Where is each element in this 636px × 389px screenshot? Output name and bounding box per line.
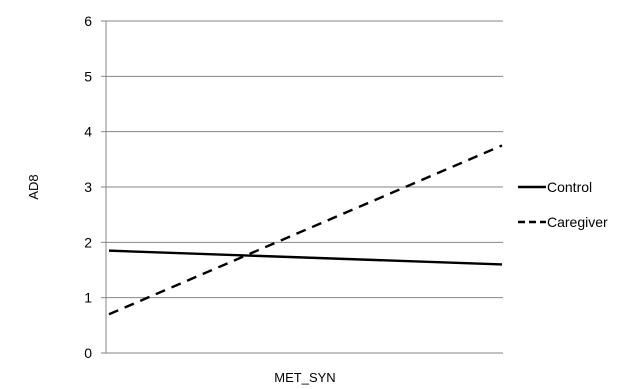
legend-label-caregiver: Caregiver [547, 214, 608, 230]
y-tick-label-6: 6 [84, 13, 92, 29]
x-axis-title: MET_SYN [274, 370, 335, 385]
y-tick-label-1: 1 [84, 290, 92, 306]
y-tick-label-0: 0 [84, 345, 92, 361]
y-tick-label-2: 2 [84, 234, 92, 250]
gridlines [101, 20, 503, 354]
y-tick-label-4: 4 [84, 124, 92, 140]
legend-label-control: Control [547, 179, 592, 195]
series-lines [108, 144, 503, 316]
legend: Control Caregiver [518, 179, 608, 230]
series-line-control [108, 249, 503, 266]
y-tick-label-3: 3 [84, 179, 92, 195]
y-axis-tick-labels: 0 1 2 3 4 5 6 [84, 13, 92, 361]
y-axis-title: AD8 [26, 174, 41, 199]
y-tick-label-5: 5 [84, 68, 92, 84]
series-line-caregiver [108, 144, 503, 316]
